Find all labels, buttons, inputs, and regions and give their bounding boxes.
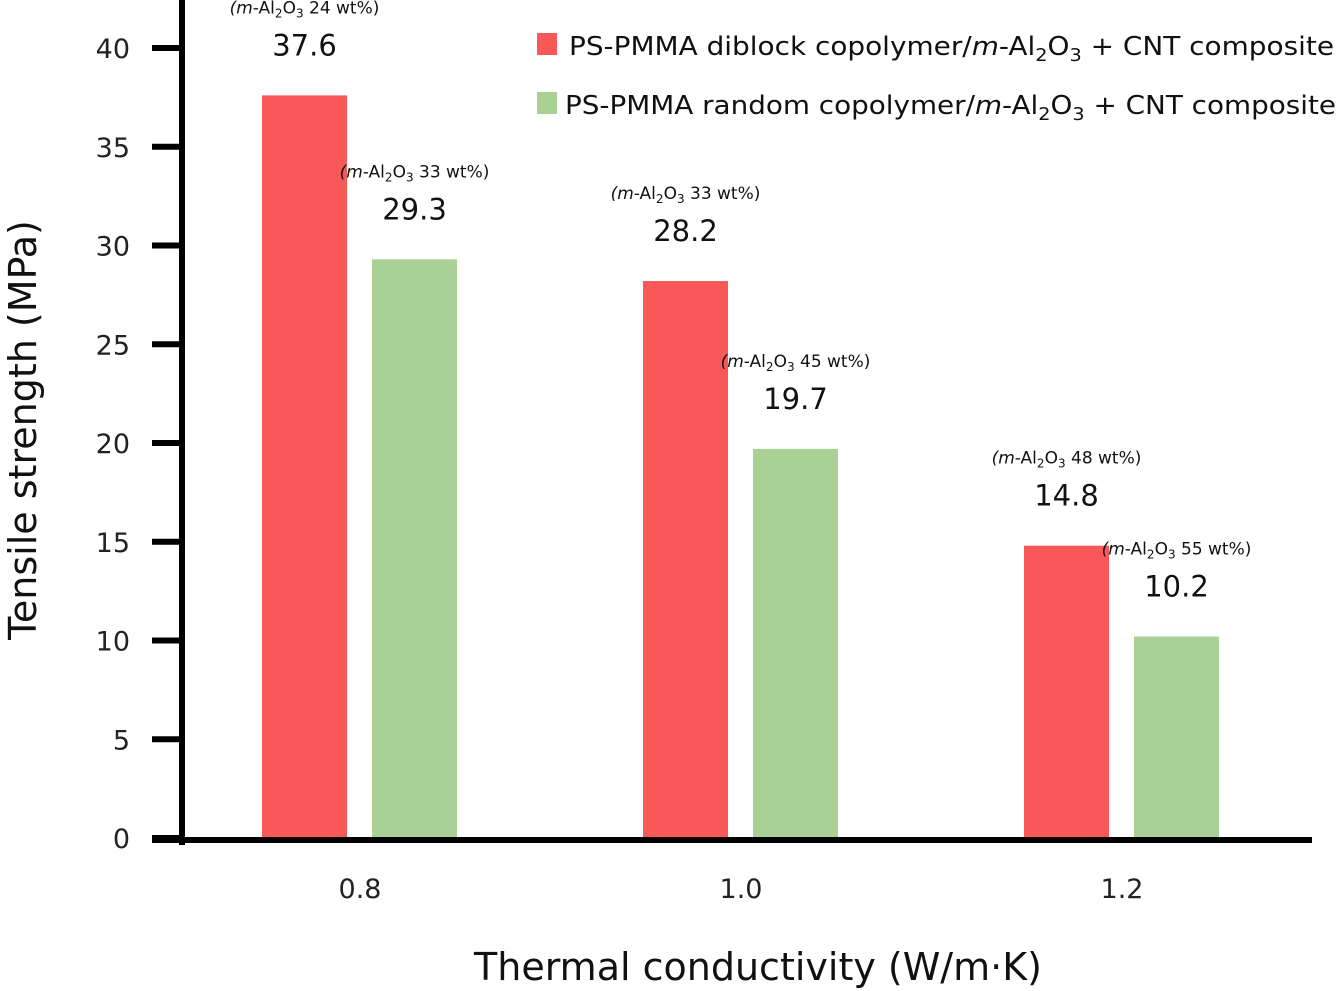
x-tick-label: 1.2 bbox=[1101, 874, 1144, 905]
bar-diblock-0.8 bbox=[262, 95, 347, 838]
value-label: 29.3 bbox=[382, 192, 447, 226]
composition-annotation: (m-Al2O3 33 wt%) bbox=[611, 184, 761, 206]
bars-layer bbox=[262, 95, 1219, 838]
legend-swatch bbox=[537, 92, 557, 114]
legend-label: PS-PMMA diblock copolymer/m-Al 2O3 + CNT … bbox=[569, 32, 1334, 66]
y-tick-label: 10 bbox=[96, 627, 130, 658]
legend-label: PS-PMMA random copolymer/m-Al 2O3 + CNT c… bbox=[565, 91, 1336, 125]
y-tick-label: 35 bbox=[96, 133, 130, 164]
bar-random-1.2 bbox=[1134, 636, 1219, 838]
value-label: 14.8 bbox=[1034, 479, 1099, 513]
value-label: 10.2 bbox=[1144, 570, 1209, 604]
y-tick-label: 20 bbox=[96, 429, 130, 460]
labels-layer: 37.6 (m-Al2O3 24 wt%) 28.2 (m-Al2O3 33 wt%)… bbox=[230, 0, 1252, 604]
x-tick-label: 1.0 bbox=[720, 874, 763, 905]
composition-annotation: (m-Al2O3 48 wt%) bbox=[992, 449, 1142, 471]
y-tick-label: 25 bbox=[96, 330, 130, 361]
composition-annotation: (m-Al2O3 45 wt%) bbox=[721, 352, 871, 374]
value-label: 19.7 bbox=[763, 382, 828, 416]
bar-diblock-1.0 bbox=[643, 281, 728, 838]
y-tick-label: 5 bbox=[113, 725, 130, 756]
x-axis-title: Thermal conductivity (W/m·K) bbox=[473, 945, 1042, 989]
y-tick-label: 15 bbox=[96, 528, 130, 559]
y-tick-label: 0 bbox=[113, 824, 130, 855]
composition-annotation: (m-Al2O3 33 wt%) bbox=[340, 162, 490, 184]
value-label: 37.6 bbox=[272, 28, 337, 62]
legend-swatch bbox=[537, 33, 557, 55]
y-ticks: 0 5 10 15 20 25 30 35 40 bbox=[96, 34, 182, 855]
bar-random-1.0 bbox=[753, 448, 838, 838]
bar-random-0.8 bbox=[372, 259, 457, 838]
x-ticks: 0.8 1.0 1.2 bbox=[339, 874, 1144, 905]
y-axis-title: Tensile strength (MPa) bbox=[1, 220, 45, 641]
legend: PS-PMMA diblock copolymer/m-Al 2O3 + CNT … bbox=[537, 32, 1336, 125]
value-label: 28.2 bbox=[653, 214, 718, 248]
y-tick-label: 30 bbox=[96, 232, 130, 263]
composition-annotation: (m-Al2O3 24 wt%) bbox=[230, 0, 380, 20]
x-tick-label: 0.8 bbox=[339, 874, 382, 905]
y-tick-label: 40 bbox=[96, 34, 130, 65]
bar-diblock-1.2 bbox=[1024, 545, 1109, 838]
composition-annotation: (m-Al2O3 55 wt%) bbox=[1102, 540, 1252, 562]
